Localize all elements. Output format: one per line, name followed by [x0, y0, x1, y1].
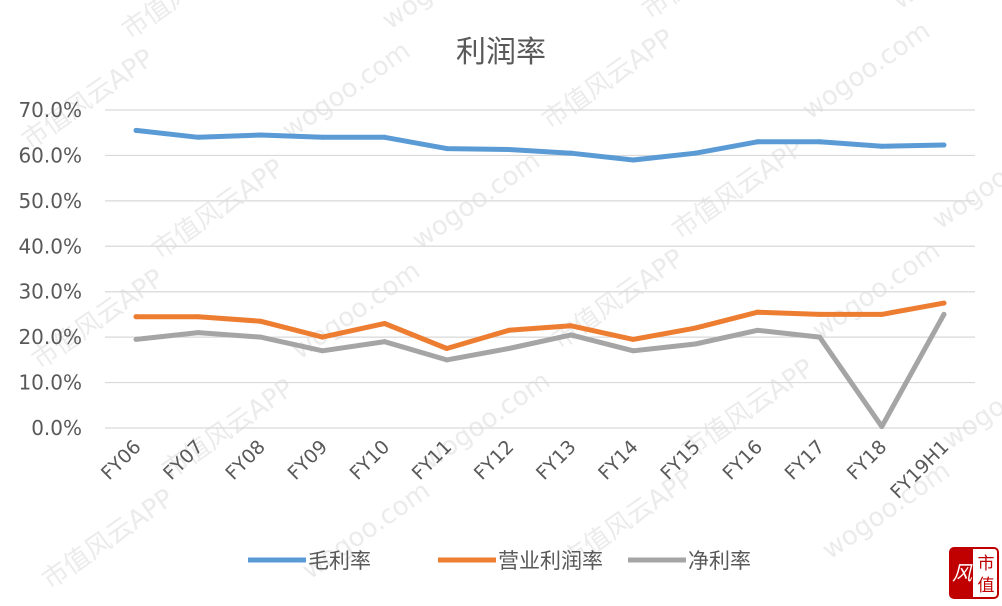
data-point — [568, 332, 574, 338]
data-point — [630, 157, 636, 163]
data-point — [630, 336, 636, 342]
series-line — [133, 300, 947, 351]
brand-logo: 风市值 — [949, 547, 999, 599]
data-point — [941, 311, 947, 317]
watermark-app-text: 市值风云APP — [37, 483, 180, 595]
data-point — [133, 127, 139, 133]
y-tick-label: 30.0% — [18, 280, 82, 304]
x-tick-label: FY10 — [346, 436, 395, 485]
watermark-url-text: wogoo.com — [887, 0, 1002, 16]
watermark-app-text: 市值风云APP — [537, 23, 680, 135]
watermark-url-text: wogoo.com — [277, 36, 416, 146]
data-point — [444, 357, 450, 363]
watermark-url-text: wogoo.com — [937, 346, 1002, 456]
legend-label: 毛利率 — [308, 549, 371, 573]
series-line — [133, 127, 947, 163]
series-line — [133, 311, 947, 430]
data-point — [444, 146, 450, 152]
data-point — [568, 323, 574, 329]
data-point — [195, 134, 201, 140]
legend-label: 净利率 — [688, 549, 751, 573]
legend-label: 营业利润率 — [498, 549, 603, 573]
data-point — [133, 314, 139, 320]
legend: 毛利率 营业利润率 净利率 — [248, 549, 751, 573]
data-point — [506, 327, 512, 333]
series-lines — [133, 127, 947, 430]
data-point — [382, 339, 388, 345]
data-point — [195, 314, 201, 320]
watermark-app-text: 市值风云APP — [637, 0, 780, 26]
x-tick-label: FY13 — [532, 436, 581, 485]
data-point — [879, 311, 885, 317]
logo-left-block — [951, 549, 973, 597]
data-point — [817, 334, 823, 340]
data-point — [817, 139, 823, 145]
logo-char: 风 — [952, 561, 973, 585]
data-point — [133, 336, 139, 342]
data-point — [320, 334, 325, 340]
data-point — [506, 147, 512, 153]
y-axis-ticks: 0.0% 10.0% 20.0% 30.0% 40.0% 50.0% 60.0% 70.0% — [18, 98, 82, 440]
watermark-url-text: wogoo.com — [817, 456, 956, 566]
data-point — [320, 134, 325, 140]
y-tick-label: 0.0% — [31, 416, 82, 440]
y-tick-label: 10.0% — [18, 371, 82, 395]
data-point — [755, 309, 760, 315]
data-point — [817, 311, 823, 317]
data-point — [444, 346, 450, 351]
y-tick-label: 70.0% — [18, 98, 82, 122]
data-point — [257, 318, 263, 324]
data-point — [257, 132, 263, 138]
y-tick-label: 60.0% — [18, 143, 82, 167]
data-point — [506, 346, 512, 351]
data-point — [382, 134, 388, 140]
data-point — [692, 150, 698, 156]
watermark-url-text: wogoo.com — [797, 16, 936, 126]
y-tick-label: 20.0% — [18, 325, 82, 349]
data-point — [382, 321, 388, 327]
data-point — [755, 327, 760, 333]
watermark-app-text: 市值风云APP — [547, 243, 690, 355]
watermark-url-text: wogoo.com — [927, 126, 1002, 236]
data-point — [692, 341, 698, 347]
x-tick-label: FY09 — [283, 436, 332, 485]
logo-char: 值 — [978, 576, 995, 596]
data-point — [879, 424, 885, 430]
data-point — [879, 143, 885, 149]
data-point — [755, 139, 760, 145]
x-tick-label: FY06 — [97, 436, 146, 485]
y-tick-label: 40.0% — [18, 234, 82, 258]
x-tick-label: FY14 — [594, 436, 643, 485]
watermark-url-text: wogoo.com — [377, 0, 516, 36]
data-point — [257, 334, 263, 340]
watermark-app-text: 市值风云APP — [667, 133, 810, 245]
chart-title: 利润率 — [456, 35, 546, 70]
data-point — [195, 330, 201, 336]
logo-char: 市 — [978, 554, 995, 574]
gridlines — [105, 109, 975, 429]
data-point — [630, 348, 636, 354]
data-point — [941, 300, 947, 306]
data-point — [941, 142, 947, 148]
watermark-url-text: wogoo.com — [807, 236, 946, 346]
data-point — [692, 325, 698, 331]
watermark-app-text: 市值风云APP — [147, 153, 290, 265]
data-point — [568, 150, 574, 156]
watermark-app-text: 市值风云APP — [117, 0, 260, 46]
x-tick-label: FY17 — [781, 436, 830, 485]
y-tick-label: 50.0% — [18, 189, 82, 213]
data-point — [320, 348, 325, 354]
x-tick-label: FY18 — [843, 436, 892, 485]
